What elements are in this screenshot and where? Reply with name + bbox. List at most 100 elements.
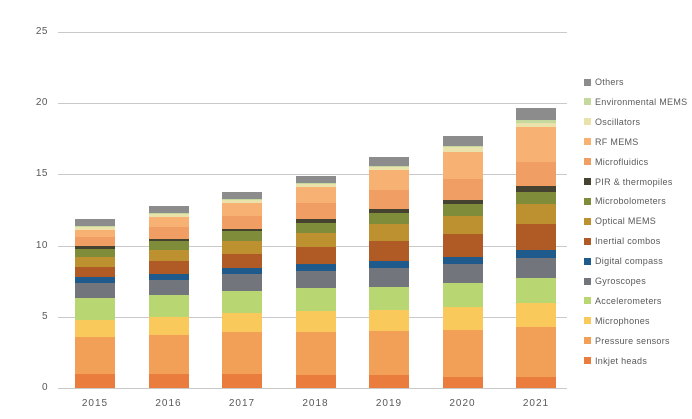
- legend-item-others: Others: [584, 77, 624, 87]
- bar-segment-microbolometers-2018: [295, 222, 336, 233]
- x-axis-tick-label-2016: 2016: [155, 398, 182, 409]
- bar-segment-gyroscopes-2015: [75, 282, 115, 299]
- bar-segment-pressure-sensors-2020: [442, 329, 483, 377]
- bar-segment-oscillators-2021: [516, 123, 556, 128]
- bar-segment-pir-thermopiles-2017: [222, 228, 262, 232]
- bar-segment-optical-mems-2018: [295, 232, 336, 248]
- bar-segment-gyroscopes-2020: [442, 264, 483, 283]
- bar-segment-digital-compass-2018: [295, 264, 336, 272]
- bar-segment-pir-thermopiles-2020: [442, 200, 483, 205]
- legend-label: Inertial combos: [595, 236, 661, 247]
- bar-segment-pir-thermopiles-2016: [148, 238, 189, 242]
- legend-label: Optical MEMS: [595, 216, 657, 227]
- legend-swatch-icon: [584, 357, 591, 365]
- bar-segment-optical-mems-2021: [516, 204, 556, 225]
- bar-segment-accelerometers-2020: [442, 282, 483, 307]
- bar-column-2019: [369, 157, 409, 388]
- legend-label: Oscillators: [595, 116, 641, 127]
- bar-segment-inertial-combos-2021: [516, 224, 556, 250]
- bar-column-2017: [222, 191, 262, 388]
- bar-segment-rf-mems-2019: [369, 170, 409, 191]
- legend-swatch-icon: [584, 197, 591, 205]
- x-axis-tick-label-2020: 2020: [449, 398, 476, 409]
- legend-item-pir-thermopiles: PIR & thermopiles: [584, 177, 673, 187]
- x-axis-tick-label-2019: 2019: [375, 398, 403, 409]
- bar-segment-rf-mems-2021: [516, 127, 556, 162]
- bar-segment-optical-mems-2015: [75, 257, 115, 267]
- bar-segment-microbolometers-2017: [222, 231, 262, 242]
- bar-segment-pressure-sensors-2021: [516, 326, 556, 377]
- legend-item-environmental-mems: Environmental MEMS: [584, 97, 687, 107]
- legend-label: Gyroscopes: [595, 276, 647, 286]
- x-axis-tick-label-2017: 2017: [228, 398, 256, 409]
- legend-item-digital-compass: Digital compass: [584, 256, 663, 266]
- bar-segment-gyroscopes-2018: [295, 271, 336, 289]
- bar-segment-microbolometers-2016: [148, 241, 189, 250]
- bar-column-2016: [148, 205, 189, 388]
- legend-swatch-icon: [584, 237, 591, 245]
- bar-segment-pir-thermopiles-2021: [516, 185, 556, 192]
- legend-swatch-icon: [584, 217, 591, 225]
- legend-item-optical-mems: Optical MEMS: [584, 216, 656, 226]
- bar-segment-environmental-mems-2021: [516, 120, 556, 124]
- legend-item-microbolometers: Microbolometers: [584, 196, 666, 206]
- y-axis-tick-label: 25: [35, 26, 48, 37]
- bar-segment-microphones-2015: [75, 319, 115, 337]
- bar-segment-oscillators-2016: [148, 214, 189, 218]
- bar-segment-oscillators-2017: [222, 200, 262, 203]
- bar-segment-pressure-sensors-2017: [222, 332, 262, 374]
- bar-segment-environmental-mems-2020: [442, 146, 483, 148]
- gridline-y25: [58, 32, 567, 33]
- legend-label: Accelerometers: [595, 295, 662, 306]
- bar-segment-environmental-mems-2016: [148, 212, 189, 215]
- bar-segment-rf-mems-2020: [442, 151, 483, 179]
- bar-segment-microphones-2017: [222, 312, 262, 333]
- bar-segment-optical-mems-2017: [222, 241, 262, 255]
- bar-segment-others-2016: [148, 205, 189, 213]
- legend-item-accelerometers: Accelerometers: [584, 296, 662, 306]
- legend-label: Microphones: [595, 315, 650, 326]
- bar-segment-inertial-combos-2019: [369, 241, 409, 262]
- bar-segment-oscillators-2020: [442, 147, 483, 152]
- y-axis-tick-label: 5: [41, 310, 48, 322]
- bar-column-2021: [516, 107, 556, 388]
- bar-segment-oscillators-2019: [369, 167, 409, 171]
- bar-segment-microbolometers-2021: [516, 191, 556, 205]
- bar-segment-environmental-mems-2019: [369, 165, 409, 168]
- bar-segment-pressure-sensors-2019: [369, 331, 409, 376]
- bar-segment-accelerometers-2015: [75, 298, 115, 320]
- bar-segment-optical-mems-2019: [369, 224, 409, 242]
- bar-column-2020: [442, 136, 483, 388]
- x-axis-tick-label-2021: 2021: [522, 398, 550, 409]
- legend-label: PIR & thermopiles: [595, 176, 673, 187]
- bar-segment-inkjet-heads-2018: [295, 375, 336, 388]
- bar-segment-accelerometers-2016: [148, 295, 189, 317]
- bar-segment-inertial-combos-2016: [148, 261, 189, 275]
- bar-segment-microbolometers-2015: [75, 248, 115, 258]
- bar-segment-inkjet-heads-2017: [222, 373, 262, 388]
- legend-label: Inkjet heads: [595, 355, 648, 366]
- legend-label: Microbolometers: [595, 196, 667, 207]
- y-axis-tick-label: 0: [41, 382, 48, 393]
- bar-segment-microphones-2016: [148, 316, 189, 336]
- bar-segment-inkjet-heads-2016: [148, 373, 189, 388]
- bar-segment-pressure-sensors-2016: [148, 335, 189, 374]
- bar-segment-microphones-2021: [516, 302, 556, 327]
- legend-swatch-icon: [584, 297, 591, 305]
- legend-label: Environmental MEMS: [595, 96, 688, 107]
- bar-segment-pir-thermopiles-2015: [75, 245, 115, 249]
- bar-segment-microfluidics-2019: [369, 190, 409, 209]
- bar-segment-microfluidics-2021: [516, 161, 556, 186]
- bar-column-2015: [75, 218, 115, 388]
- bar-segment-oscillators-2018: [295, 184, 336, 188]
- bar-segment-accelerometers-2018: [295, 288, 336, 312]
- gridline-y20: [58, 103, 567, 105]
- bar-segment-pir-thermopiles-2018: [295, 218, 336, 223]
- bar-segment-inkjet-heads-2015: [75, 373, 115, 388]
- bar-column-2018: [295, 175, 336, 388]
- bar-segment-pressure-sensors-2018: [295, 332, 336, 376]
- bar-segment-gyroscopes-2019: [369, 268, 409, 287]
- bar-segment-inkjet-heads-2021: [516, 376, 556, 388]
- y-axis-tick-label: 10: [35, 239, 48, 251]
